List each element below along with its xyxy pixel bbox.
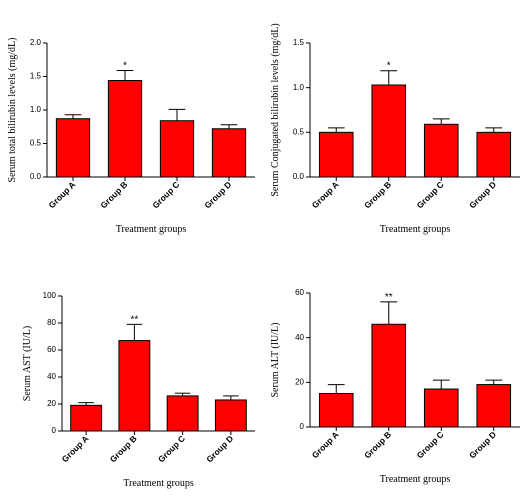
y-tick-label: 2.0	[30, 38, 42, 47]
bar	[318, 131, 354, 178]
y-tick-label: 20	[295, 377, 304, 386]
x-axis-label: Treatment groups	[116, 224, 187, 235]
bar	[211, 128, 247, 178]
x-tick-label: Group D	[467, 179, 498, 210]
y-tick-label: 0.0	[293, 172, 305, 181]
x-tick-label: Group A	[47, 179, 78, 210]
y-tick-label: 40	[47, 372, 56, 381]
x-axis-label: Treatment groups	[123, 478, 194, 489]
bar	[118, 340, 151, 432]
x-tick-label: Group C	[415, 179, 446, 210]
bar	[70, 404, 103, 432]
y-tick-label: 0.5	[30, 139, 42, 148]
x-tick-label: Group D	[204, 433, 235, 464]
y-tick-label: 1.5	[293, 38, 305, 47]
y-axis-label: Serum ALT (IU/L)	[270, 323, 281, 398]
annotation: **	[385, 292, 393, 303]
bar	[159, 120, 195, 178]
x-tick-label: Group B	[98, 179, 129, 210]
x-tick-label: Group C	[156, 433, 187, 464]
x-tick-label: Group A	[310, 179, 341, 210]
y-tick-label: 1.0	[293, 83, 305, 92]
bar	[423, 123, 459, 178]
x-tick-label: Group D	[202, 179, 233, 210]
y-tick-label: 1.5	[30, 72, 42, 81]
y-axis-label: Serum Conjugated bilirubin levels (mg/dL…	[270, 23, 281, 196]
y-tick-label: 40	[295, 333, 304, 342]
annotation: *	[387, 61, 391, 72]
bar	[476, 384, 512, 428]
x-tick-label: Group C	[415, 429, 446, 460]
x-tick-label: Group A	[310, 429, 341, 460]
y-tick-label: 100	[43, 291, 57, 300]
bar	[166, 395, 199, 432]
annotation: **	[130, 314, 138, 325]
bar	[423, 388, 459, 428]
y-tick-label: 80	[47, 318, 56, 327]
annotation: *	[123, 60, 127, 71]
y-tick-label: 0.5	[293, 127, 305, 136]
x-tick-label: Group D	[467, 429, 498, 460]
y-tick-label: 0.0	[30, 172, 42, 181]
bar	[318, 393, 354, 428]
y-tick-label: 0	[52, 426, 57, 435]
y-tick-label: 1.0	[30, 105, 42, 114]
bar	[107, 80, 143, 178]
x-axis-label: Treatment groups	[380, 224, 451, 235]
x-tick-label: Group C	[150, 179, 181, 210]
x-tick-label: Group A	[60, 433, 91, 464]
y-tick-label: 60	[47, 345, 56, 354]
bar	[476, 131, 512, 178]
y-tick-label: 20	[47, 399, 56, 408]
y-axis-label: Serum total bilirubin levels (mg/dL)	[7, 38, 18, 183]
x-tick-label: Group B	[362, 429, 393, 460]
y-tick-label: 60	[295, 288, 304, 297]
y-tick-label: 0	[300, 422, 305, 431]
bar	[55, 118, 91, 178]
x-tick-label: Group B	[362, 179, 393, 210]
x-axis-label: Treatment groups	[380, 474, 451, 485]
y-axis-label: Serum AST (IU/L)	[22, 326, 33, 401]
x-tick-label: Group B	[108, 433, 139, 464]
bar	[371, 84, 407, 178]
bar	[371, 323, 407, 428]
bar	[214, 399, 247, 432]
